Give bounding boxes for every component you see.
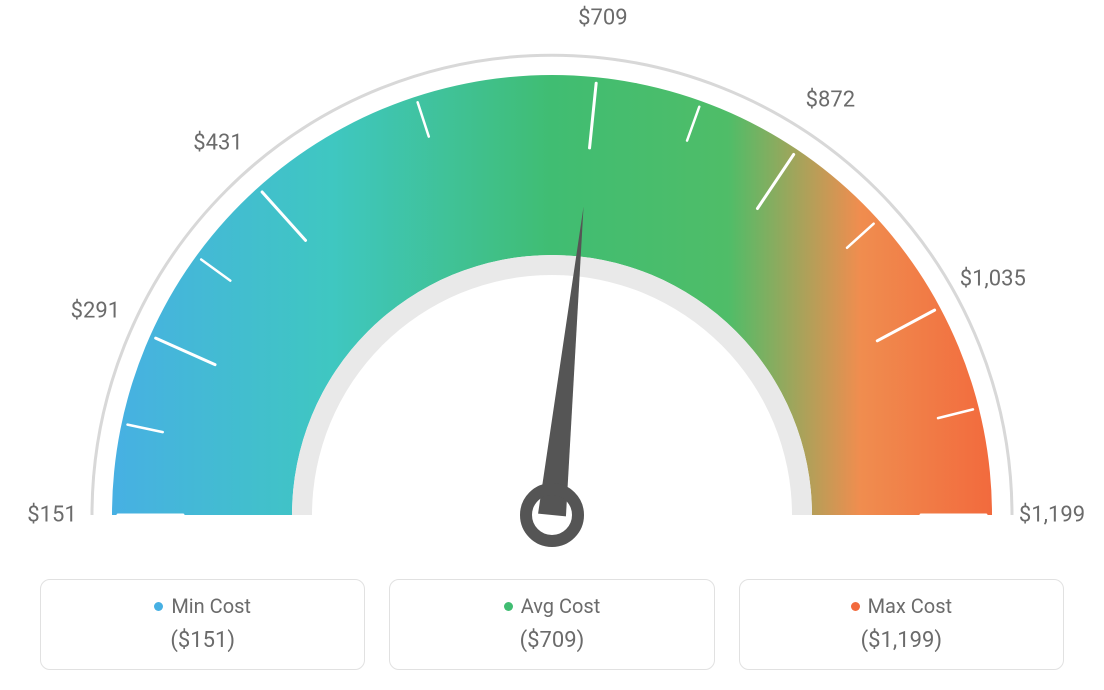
gauge-tick-label: $151 [27,503,76,528]
legend-value-max: ($1,199) [758,628,1045,653]
gauge-tick-label: $1,199 [1019,503,1085,528]
legend-card-min: Min Cost ($151) [40,579,365,670]
gauge-chart: $151 $291 $431 $709 $872 $1,035 $1,199 [0,0,1104,560]
legend-dot-min [154,602,163,611]
gauge-tick-label: $709 [578,5,627,30]
legend-title-min: Min Cost [154,594,251,618]
gauge-tick-label: $291 [71,299,120,324]
legend-value-avg: ($709) [408,628,695,653]
legend-label-min: Min Cost [171,594,251,618]
gauge-tick-label: $872 [806,87,855,112]
legend-dot-max [851,602,860,611]
gauge-tick-label: $431 [193,130,242,155]
legend-label-max: Max Cost [868,594,953,618]
legend: Min Cost ($151) Avg Cost ($709) Max Cost… [40,579,1064,670]
legend-card-max: Max Cost ($1,199) [739,579,1064,670]
gauge-tick-label: $1,035 [960,266,1026,291]
legend-label-avg: Avg Cost [521,594,601,618]
legend-value-min: ($151) [59,628,346,653]
legend-card-avg: Avg Cost ($709) [389,579,714,670]
legend-title-avg: Avg Cost [504,594,601,618]
legend-dot-avg [504,602,513,611]
gauge-svg [0,0,1104,560]
legend-title-max: Max Cost [851,594,953,618]
